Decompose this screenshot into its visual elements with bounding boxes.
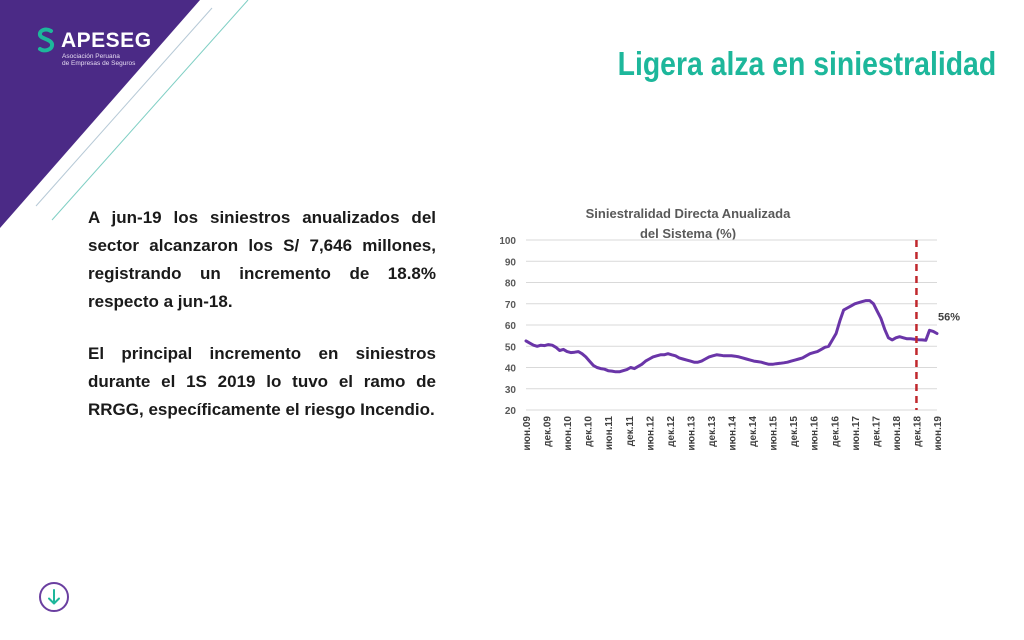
y-tick-label: 90 bbox=[505, 257, 517, 268]
x-tick-label: дек.15 bbox=[789, 416, 800, 447]
y-tick-label: 60 bbox=[505, 321, 517, 332]
logo-s-icon bbox=[37, 27, 55, 53]
x-tick-label: дек.10 bbox=[584, 416, 595, 447]
x-axis: июн.09 дек.09 июн.10 дек.10 июн.11 дек.11 июн.… bbox=[522, 416, 944, 451]
x-tick-label: дек.13 bbox=[707, 416, 718, 447]
x-tick-label: июн.09 bbox=[522, 416, 533, 451]
y-tick-label: 30 bbox=[505, 385, 517, 396]
x-tick-label: дек.14 bbox=[748, 416, 759, 447]
logo-subtitle-line: de Empresas de Seguros bbox=[62, 60, 136, 67]
x-tick-label: дек.12 bbox=[666, 416, 677, 447]
x-tick-label: июн.13 bbox=[686, 416, 697, 451]
x-tick-label: июн.14 bbox=[728, 416, 739, 451]
x-tick-label: июн.10 bbox=[563, 416, 574, 451]
chart-title: del Sistema (%) bbox=[640, 226, 736, 241]
logo-name: APESEG bbox=[61, 28, 152, 52]
chart-gridlines bbox=[526, 239, 937, 411]
x-tick-label: дек.16 bbox=[830, 416, 841, 447]
x-tick-label: июн.16 bbox=[810, 416, 821, 451]
corner-decoration bbox=[0, 0, 249, 228]
x-tick-label: июн.18 bbox=[892, 416, 903, 451]
y-axis: 20 30 40 50 60 70 80 90 100 bbox=[499, 236, 516, 417]
corner-stripe bbox=[51, 0, 249, 221]
x-tick-label: дек.11 bbox=[625, 416, 636, 447]
chart-title: Siniestralidad Directa Anualizada bbox=[586, 206, 791, 221]
loss-ratio-chart: Siniestralidad Directa Anualizada del Si… bbox=[499, 206, 960, 451]
logo-subtitle-line: Asociación Peruana bbox=[62, 53, 120, 60]
arrow-down-circle-icon[interactable] bbox=[38, 581, 70, 613]
x-tick-label: июн.19 bbox=[933, 416, 944, 451]
apeseg-logo: APESEG bbox=[36, 27, 152, 53]
chart-series bbox=[524, 299, 939, 374]
x-tick-label: дек.18 bbox=[912, 416, 923, 447]
x-tick-label: июн.15 bbox=[769, 416, 780, 451]
paragraph: A jun-19 los siniestros anualizados del … bbox=[88, 208, 436, 311]
chart-marker: 56% bbox=[915, 240, 960, 410]
corner-stripe bbox=[35, 7, 213, 207]
x-tick-label: июн.12 bbox=[645, 416, 656, 451]
logo-subtitle: Asociación Peruana de Empresas de Seguro… bbox=[62, 53, 162, 67]
paragraph: El principal incremento en siniestros du… bbox=[88, 344, 436, 419]
series-line bbox=[524, 299, 939, 374]
y-tick-label: 70 bbox=[505, 300, 517, 311]
y-tick-label: 80 bbox=[505, 279, 517, 290]
corner-triangle bbox=[0, 0, 200, 228]
x-tick-label: дек.09 bbox=[543, 416, 554, 447]
y-tick-label: 100 bbox=[499, 236, 516, 247]
y-tick-label: 40 bbox=[505, 364, 517, 375]
y-tick-label: 50 bbox=[505, 342, 517, 353]
x-tick-label: июн.11 bbox=[604, 416, 615, 451]
data-label: 56% bbox=[938, 312, 960, 324]
y-tick-label: 20 bbox=[505, 406, 517, 417]
x-tick-label: июн.17 bbox=[851, 416, 862, 451]
x-tick-label: дек.17 bbox=[871, 416, 882, 447]
page-title: Ligera alza en siniestralidad bbox=[617, 45, 996, 82]
body-text: A jun-19 los siniestros anualizados del … bbox=[88, 204, 436, 448]
